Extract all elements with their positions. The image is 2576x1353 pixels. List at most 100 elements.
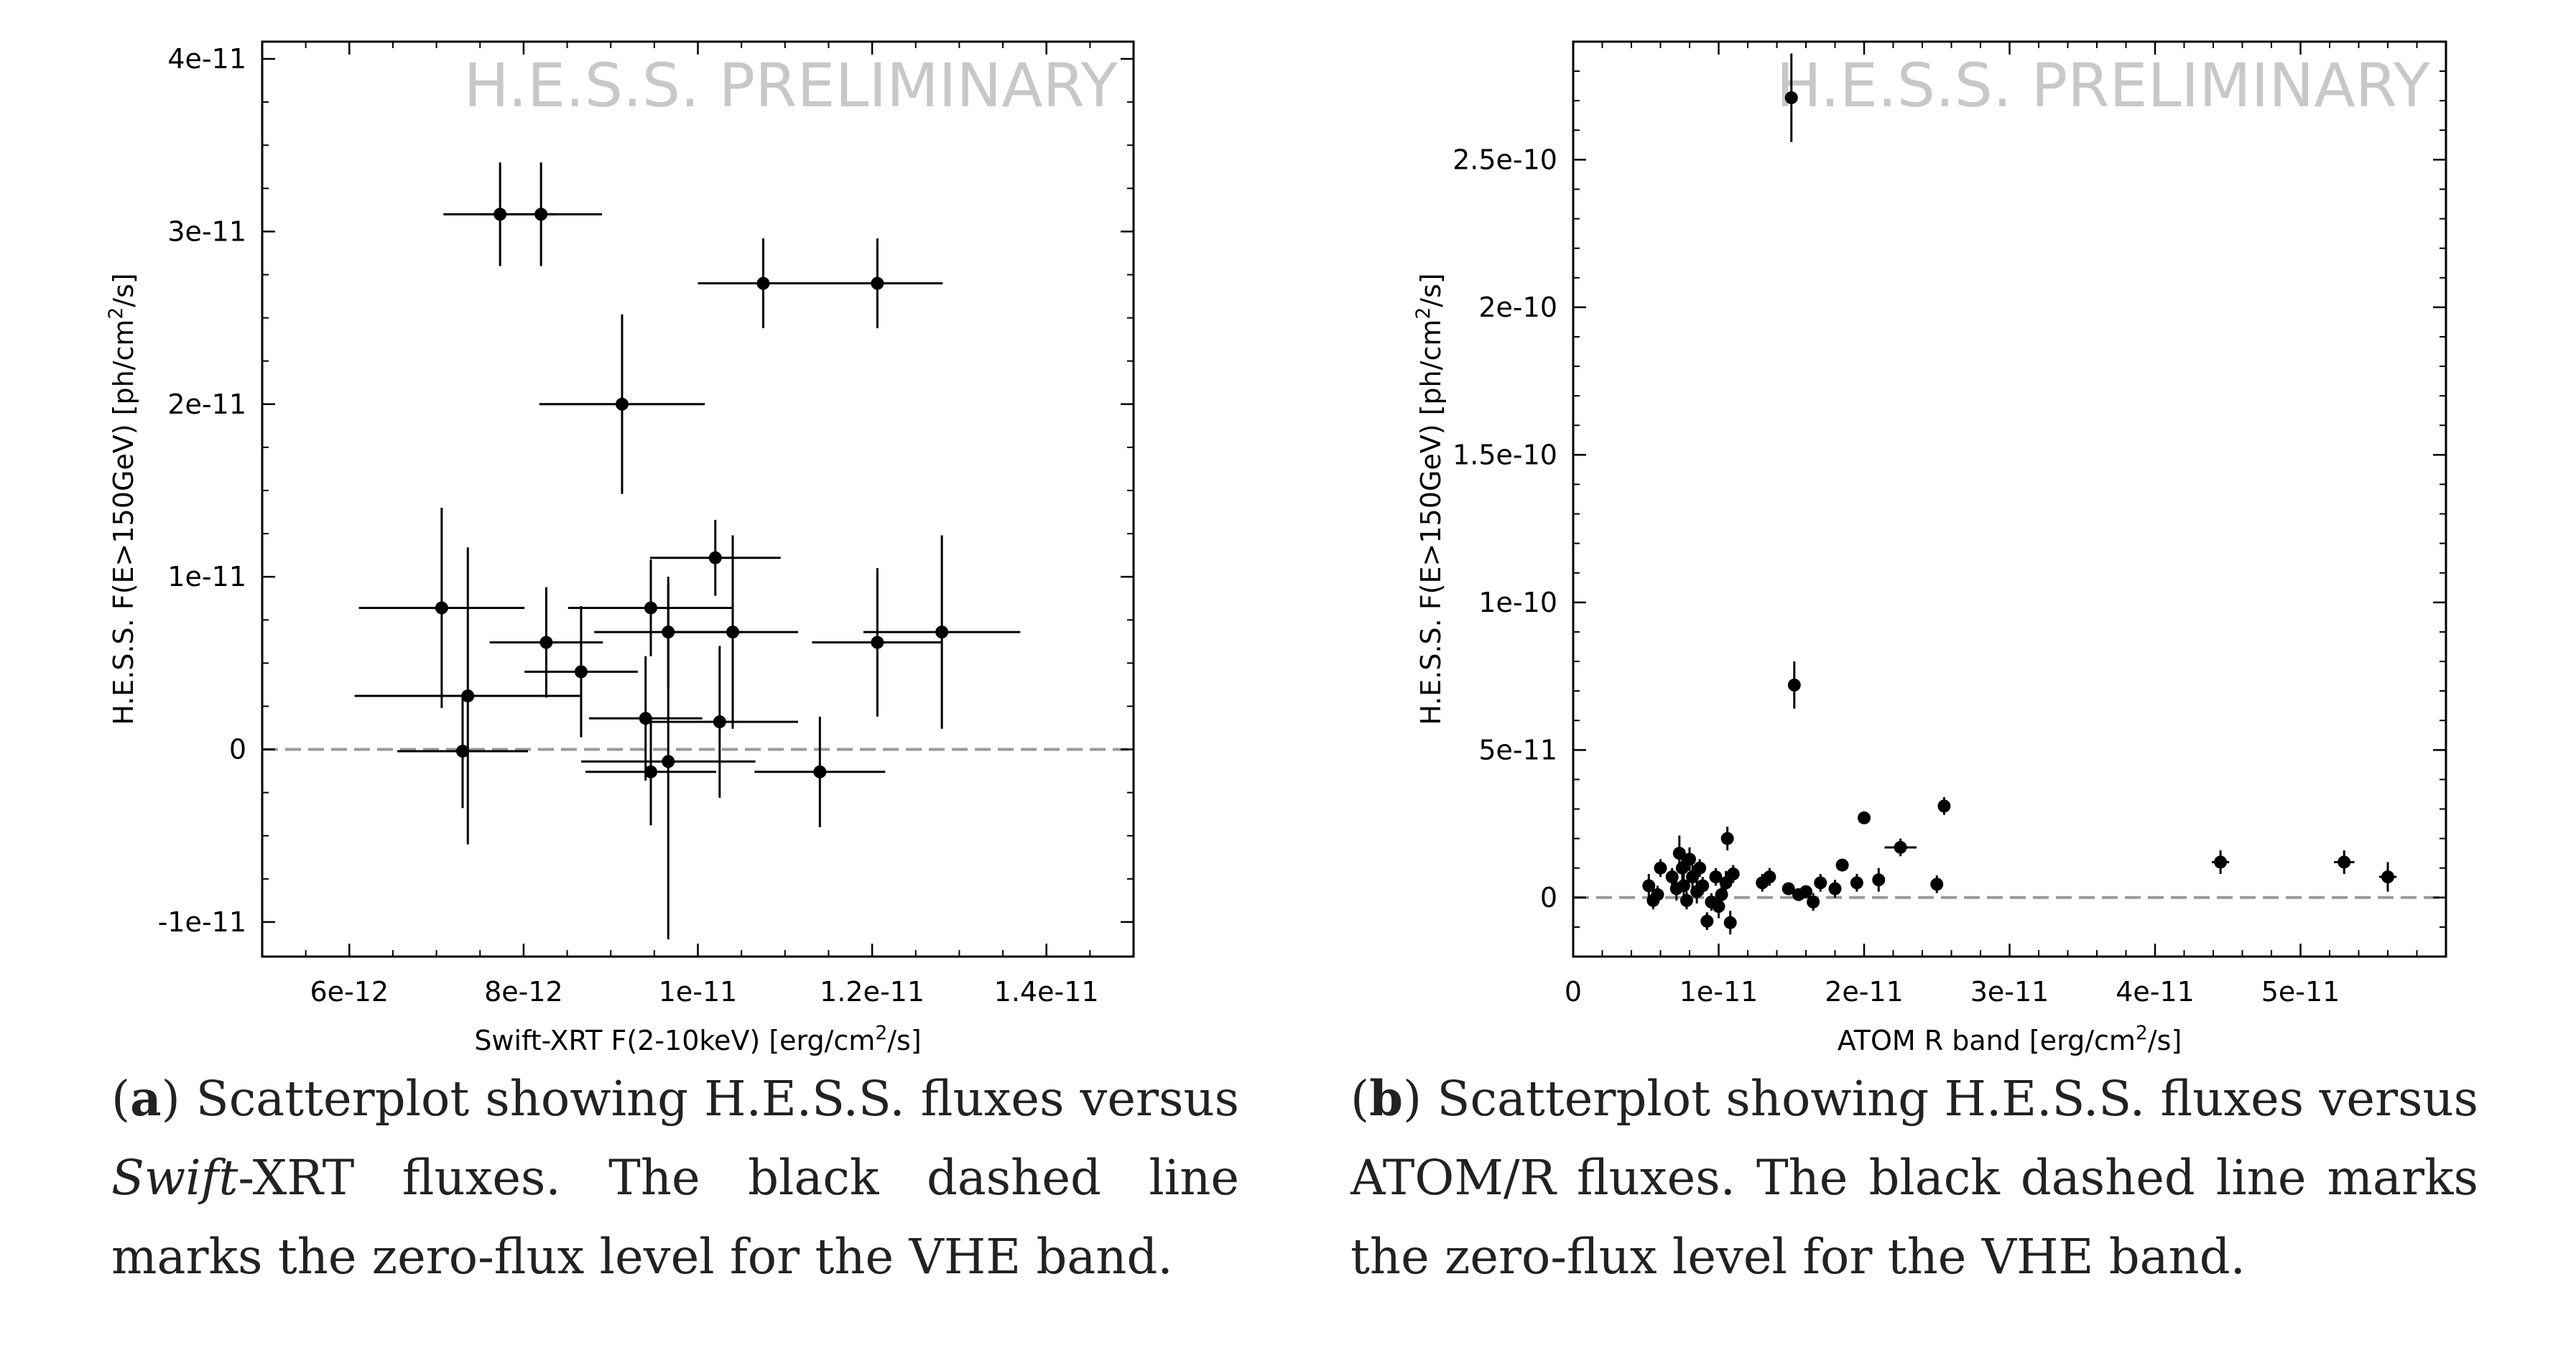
x-axis-label: ATOM R band [erg/cm2/s] — [1838, 1022, 2182, 1057]
data-point — [1720, 832, 1734, 845]
data-point — [871, 636, 884, 649]
data-point — [435, 601, 448, 615]
data-point-group — [1756, 873, 1769, 892]
data-point — [935, 626, 949, 639]
data-point — [1680, 893, 1693, 907]
data-point-group — [1784, 53, 1798, 142]
data-point-group — [1642, 873, 1656, 898]
data-point-group — [397, 694, 528, 809]
data-point — [713, 715, 726, 729]
data-point — [1807, 895, 1820, 908]
data-point — [1646, 893, 1660, 907]
caption-a: (a) Scatterplot showing H.E.S.S. fluxes … — [111, 1070, 1239, 1285]
data-point — [1894, 840, 1907, 854]
data-point-group — [1807, 893, 1820, 911]
data-point — [1709, 870, 1723, 884]
data-point-group — [1709, 868, 1723, 886]
data-point — [662, 755, 675, 768]
data-point-group — [585, 718, 716, 826]
data-point-group — [1665, 868, 1679, 886]
data-point — [1787, 678, 1801, 692]
data-point-group — [1723, 911, 1737, 935]
data-point — [1705, 895, 1718, 908]
data-point — [1723, 916, 1737, 929]
plot-frame — [1572, 40, 2447, 958]
data-point — [1642, 879, 1656, 893]
data-point-group — [567, 559, 734, 656]
data-point-group — [754, 716, 886, 827]
data-point — [534, 208, 548, 221]
data-point — [1792, 888, 1805, 901]
data-point-group — [1686, 865, 1700, 889]
data-point — [813, 765, 827, 778]
data-point-group — [1937, 797, 1951, 815]
data-point-group — [812, 568, 943, 717]
data-point — [1700, 914, 1714, 928]
data-point — [1872, 873, 1886, 887]
x-tick-label: 1.4e-11 — [994, 976, 1099, 1008]
data-point-group — [1814, 873, 1827, 892]
caption-b-text-1: Scatterplot showing H.E.S.S. fluxes vers… — [1350, 1071, 2478, 1285]
data-point-group — [1672, 835, 1686, 871]
data-point-group — [1690, 880, 1704, 904]
data-point-group — [1693, 859, 1707, 878]
data-point-group — [524, 606, 638, 738]
data-point-group — [358, 508, 525, 708]
data-point-group — [1835, 858, 1849, 872]
data-point — [2381, 870, 2394, 884]
data-point — [871, 276, 884, 290]
x-tick-label: 8e-12 — [484, 976, 563, 1008]
data-point — [1930, 878, 1944, 891]
y-tick-label: 1.5e-10 — [1453, 439, 1557, 470]
watermark-text: H.E.S.S. PRELIMINARY — [1776, 50, 2431, 121]
data-point — [644, 601, 657, 615]
data-point-group — [1700, 912, 1714, 931]
data-point — [574, 665, 588, 679]
data-point-group — [649, 519, 781, 596]
data-point — [1675, 861, 1689, 875]
data-point-group — [1787, 661, 1801, 709]
data-point — [644, 765, 657, 778]
y-tick-label: 4e-11 — [167, 43, 246, 75]
data-point-group — [1726, 865, 1740, 883]
x-axis-label: Swift-XRT F(2-10keV) [erg/cm2/s] — [474, 1022, 921, 1057]
x-tick-label: 1.2e-11 — [820, 976, 925, 1008]
data-point — [726, 626, 740, 639]
data-point — [1814, 876, 1827, 890]
panel-b-scatterplot: H.E.S.S. PRELIMINARY 0 1e-11 2e-11 3e-11 4e-1… — [1412, 40, 2447, 1057]
data-point — [1937, 799, 1951, 813]
data-point — [1654, 861, 1667, 875]
plot-frame — [261, 40, 1135, 958]
data-point-group — [667, 535, 798, 729]
data-point — [615, 397, 629, 411]
data-point — [1756, 876, 1769, 890]
y-tick-label: 3e-11 — [167, 215, 246, 247]
data-point — [1686, 870, 1700, 884]
data-point — [1665, 870, 1679, 884]
caption-a-label: a — [130, 1070, 162, 1127]
data-point — [1683, 852, 1696, 866]
data-point — [756, 276, 770, 290]
data-point-group — [2211, 850, 2230, 874]
watermark-text: H.E.S.S. PRELIMINARY — [464, 50, 1118, 121]
data-point — [2214, 855, 2228, 869]
x-tick-label: 5e-11 — [2261, 976, 2340, 1008]
y-tick-label: 2e-10 — [1478, 292, 1557, 323]
caption-a-text-2: -XRT fluxes. The black dashed line marks… — [111, 1150, 1239, 1285]
data-point — [455, 744, 469, 758]
panel-a-scatterplot: H.E.S.S. PRELIMINARY 6e-12 8e-12 1e-11 1.2e-… — [105, 40, 1135, 1057]
x-tick-label: 3e-11 — [1970, 976, 2049, 1008]
x-tick-label: 1e-11 — [659, 976, 738, 1008]
data-point — [1719, 876, 1733, 890]
data-point-group — [1782, 882, 1795, 896]
y-axis-label: H.E.S.S. F(E>150GeV) [ph/cm2/s] — [105, 273, 140, 725]
x-tick-label: 4e-11 — [2116, 976, 2195, 1008]
data-point — [1850, 876, 1863, 890]
x-tick-label: 1e-11 — [1680, 976, 1759, 1008]
data-point-group — [1858, 811, 1871, 824]
data-point-group — [641, 646, 798, 798]
data-point-group — [489, 587, 603, 698]
data-point-group — [1884, 838, 1917, 857]
data-point-group — [1930, 875, 1944, 893]
